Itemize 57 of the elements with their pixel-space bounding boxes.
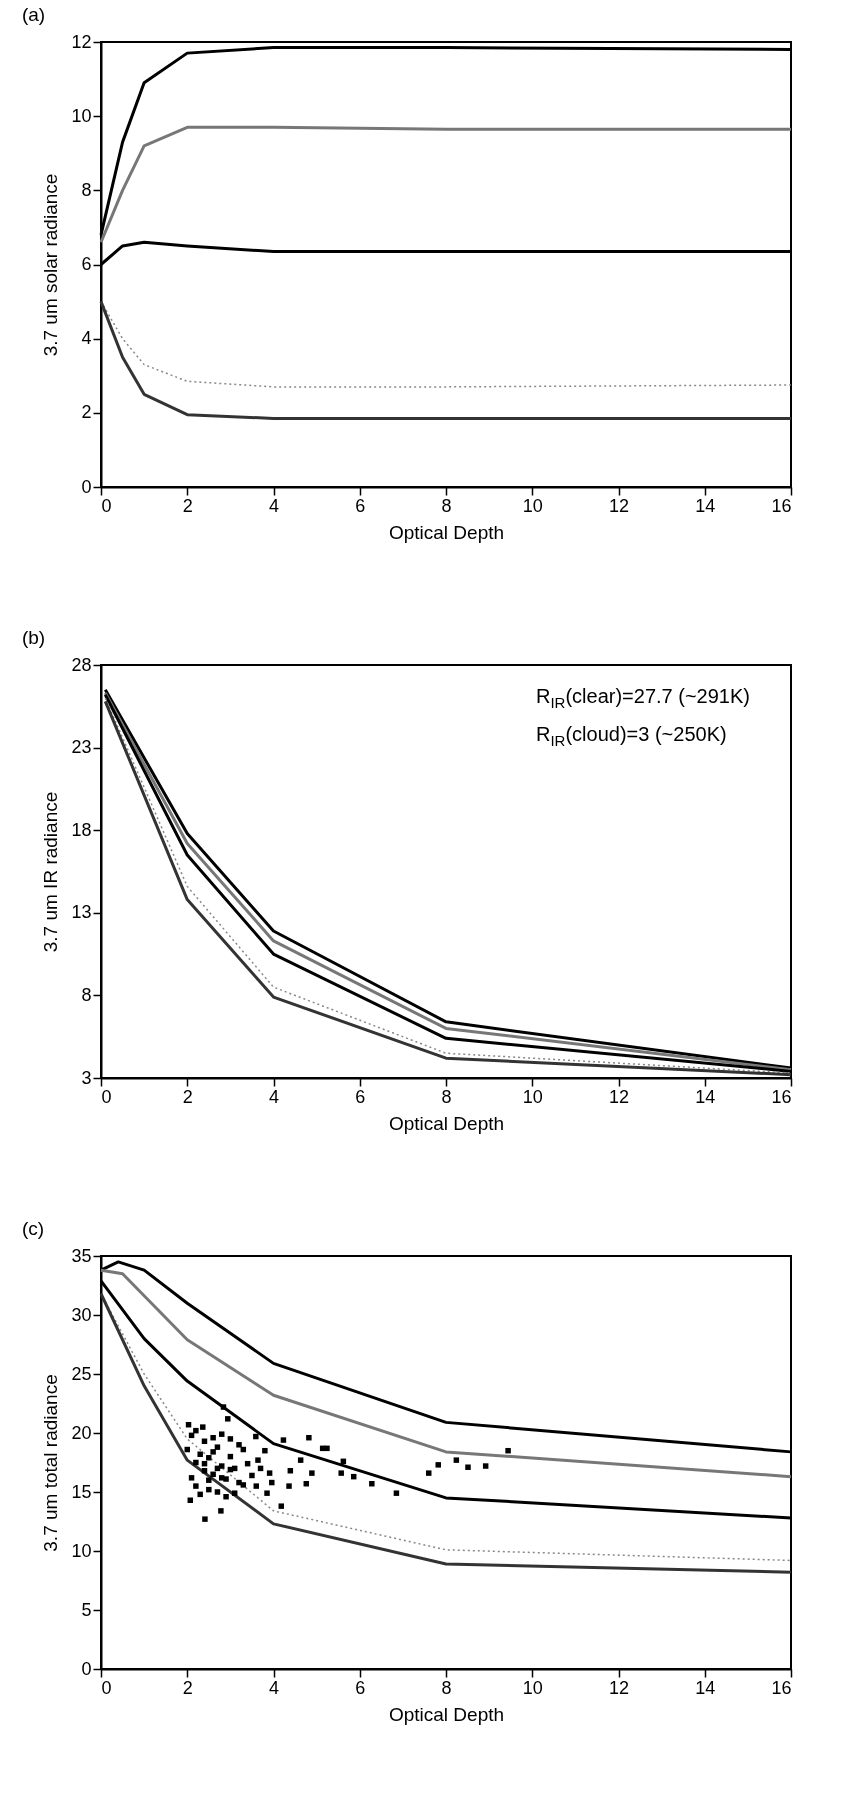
x-axis-title: Optical Depth [388,1703,505,1725]
y-tick-label: 35 [71,1245,92,1266]
x-tick-label: 8 [441,495,452,516]
x-tick-label: 10 [522,1086,543,1107]
y-tick-label: 3 [81,1067,92,1088]
y-tick-label: 28 [71,654,92,675]
x-tick-label: 6 [355,495,366,516]
y-tick-label: 12 [71,31,92,52]
y-tick-label: 6 [81,254,92,274]
chart-title: (c) [21,1218,45,1239]
x-tick-label: 14 [695,1677,716,1698]
x-tick-label: 2 [182,495,193,516]
x-tick-label: 16 [771,1677,792,1698]
y-tick-label: 15 [71,1481,92,1502]
y-tick-label: 30 [71,1304,92,1325]
y-tick-label: 20 [71,1422,92,1443]
x-tick-label: 16 [771,1086,792,1107]
y-tick-label: 25 [71,1363,92,1384]
x-axis-title: Optical Depth [388,521,505,543]
y-tick-label: 23 [71,737,92,758]
y-tick-label: 0 [81,1658,92,1679]
y-tick-label: 4 [81,328,92,349]
y-tick-label: 18 [71,819,92,840]
y-axis-title: 3.7 um IR radiance [40,791,62,953]
x-tick-label: 4 [268,1086,280,1107]
x-tick-label: 6 [355,1086,366,1107]
chart-title: (b) [21,627,46,648]
x-tick-label: 12 [608,495,630,516]
y-tick-label: 2 [81,402,92,423]
x-tick-label: 6 [355,1677,366,1698]
x-tick-label: 4 [268,495,280,516]
x-tick-label: 0 [101,1677,112,1698]
x-tick-label: 16 [771,495,792,516]
x-tick-label: 14 [695,1086,716,1107]
x-tick-label: 10 [522,495,543,516]
x-tick-label: 10 [522,1677,543,1698]
y-tick-label: 8 [81,984,92,1005]
x-tick-label: 12 [608,1677,630,1698]
y-tick-label: 10 [71,1540,92,1561]
x-tick-label: 8 [441,1677,452,1698]
x-tick-label: 0 [101,1086,112,1107]
y-tick-label: 5 [81,1599,92,1620]
x-axis-title: Optical Depth [388,1112,505,1134]
x-tick-label: 12 [608,1086,630,1107]
x-tick-label: 8 [441,1086,452,1107]
y-tick-label: 10 [71,105,92,126]
x-tick-label: 0 [101,495,112,516]
y-tick-label: 0 [81,476,92,497]
chart-title: (a) [21,4,46,25]
y-tick-label: 8 [81,179,92,200]
x-tick-label: 14 [695,495,716,516]
x-tick-label: 2 [182,1677,193,1698]
x-tick-label: 2 [182,1086,193,1107]
y-axis-title: 3.7 um solar radiance [40,173,62,357]
y-axis-title: 3.7 um total radiance [40,1374,62,1552]
x-tick-label: 4 [268,1677,280,1698]
y-tick-label: 13 [71,902,92,923]
